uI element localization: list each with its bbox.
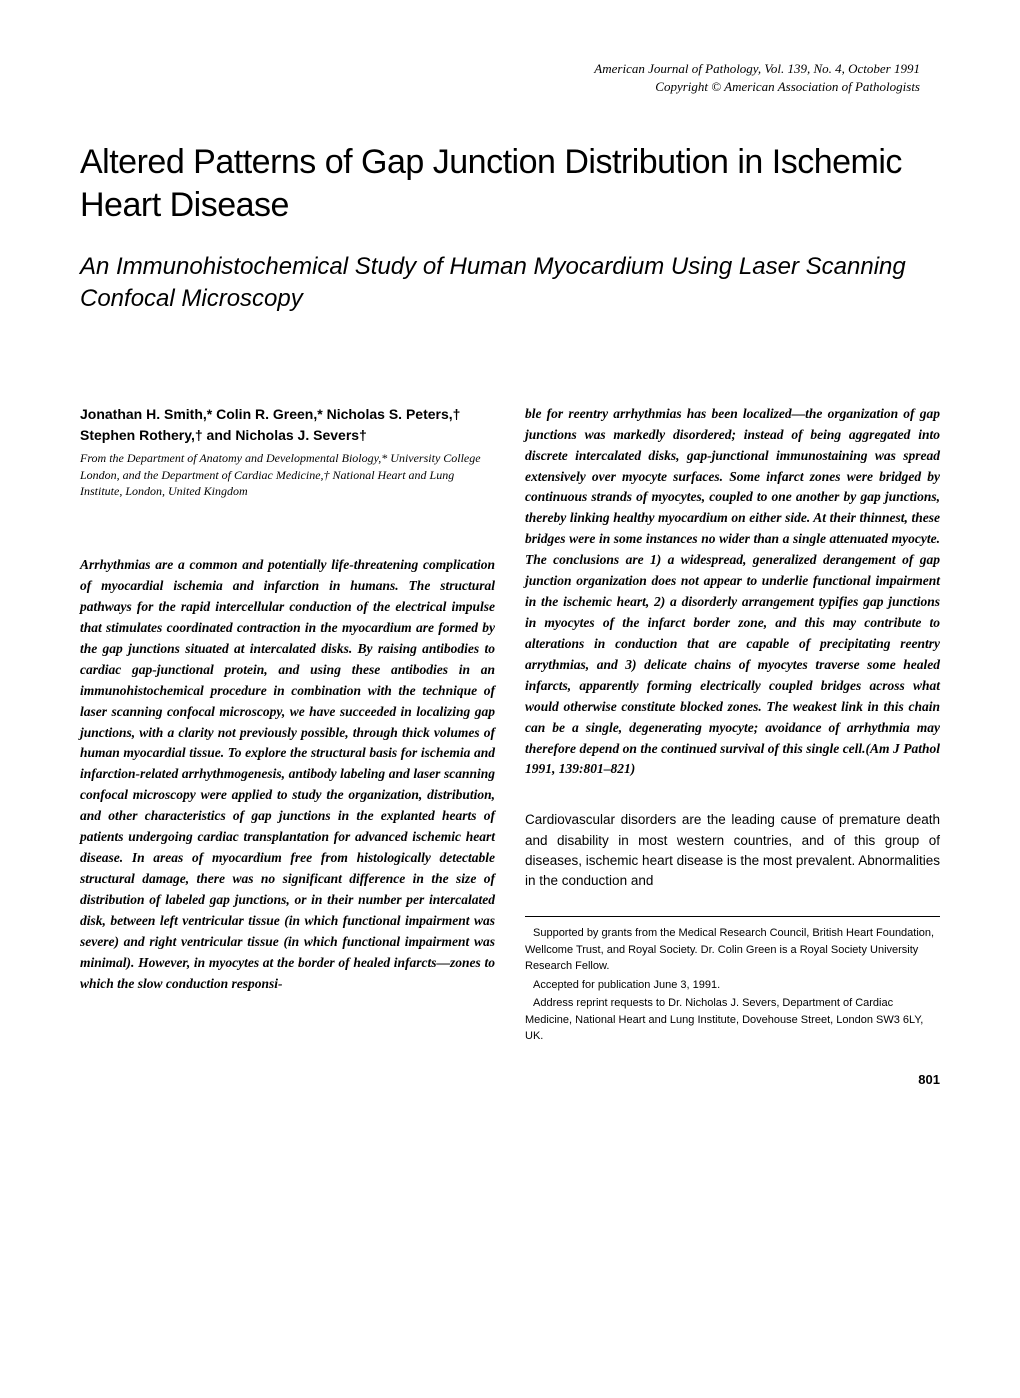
page-number: 801 xyxy=(80,1072,940,1087)
journal-copyright: Copyright © American Association of Path… xyxy=(80,78,920,96)
abstract-right-text: ble for reentry arrhythmias has been loc… xyxy=(525,404,940,781)
article-subtitle: An Immunohistochemical Study of Human My… xyxy=(80,251,940,313)
left-column: Jonathan H. Smith,* Colin R. Green,* Nic… xyxy=(80,404,495,1047)
journal-header: American Journal of Pathology, Vol. 139,… xyxy=(80,60,940,96)
footer-divider xyxy=(525,916,940,917)
support-note: Supported by grants from the Medical Res… xyxy=(525,925,940,975)
footer-notes: Supported by grants from the Medical Res… xyxy=(525,925,940,1045)
content-columns: Jonathan H. Smith,* Colin R. Green,* Nic… xyxy=(80,404,940,1047)
intro-paragraph: Cardiovascular disorders are the leading… xyxy=(525,810,940,891)
abstract-left-text: Arrhythmias are a common and potentially… xyxy=(80,555,495,994)
authors-list: Jonathan H. Smith,* Colin R. Green,* Nic… xyxy=(80,404,495,446)
article-title: Altered Patterns of Gap Junction Distrib… xyxy=(80,141,940,226)
reprint-note: Address reprint requests to Dr. Nicholas… xyxy=(525,995,940,1045)
accepted-note: Accepted for publication June 3, 1991. xyxy=(525,977,940,994)
affiliation-text: From the Department of Anatomy and Devel… xyxy=(80,450,495,500)
journal-citation: American Journal of Pathology, Vol. 139,… xyxy=(80,60,920,78)
right-column: ble for reentry arrhythmias has been loc… xyxy=(525,404,940,1047)
